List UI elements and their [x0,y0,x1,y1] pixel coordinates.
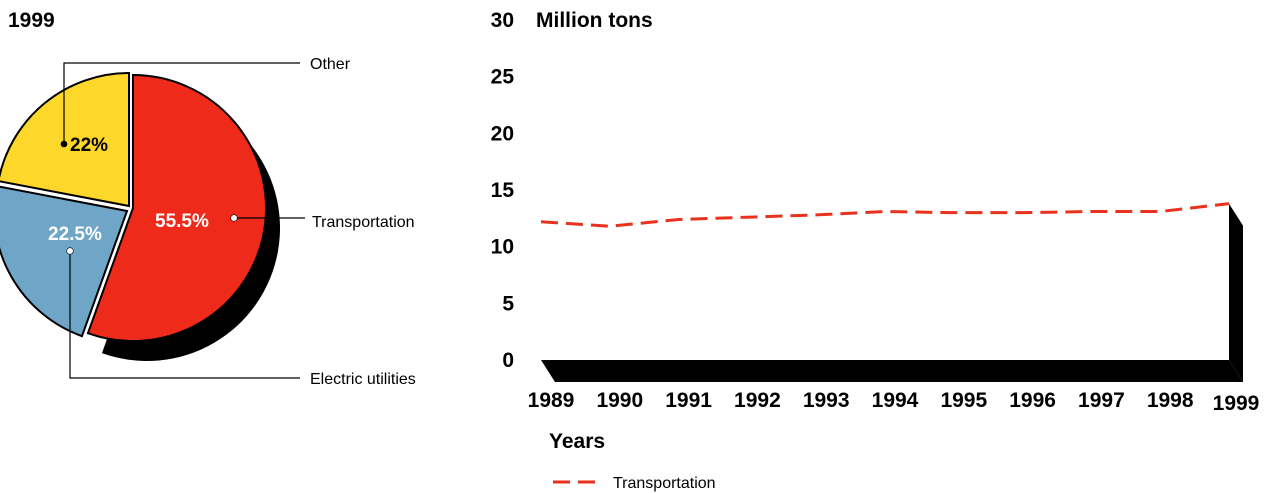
plot-base-3d [541,360,1243,382]
callout-dot-other [60,140,68,148]
pie-value-label-transportation: 55.5% [155,211,209,232]
series-line-transportation [540,202,1230,228]
plot-side-3d [1229,203,1243,382]
y-tick-label: 0 [502,349,514,372]
x-tick-label: 1994 [872,389,919,412]
x-tick-label: 1997 [1078,389,1125,412]
pie-title: 1999 [8,9,55,32]
callout-dot-transportation [230,214,238,222]
legend-label-transportation: Transportation [613,475,716,492]
pie-category-label-other: Other [310,56,351,73]
x-axis-title: Years [549,430,605,453]
x-tick-label: 1998 [1147,389,1194,412]
pie-category-label-electric-utilities: Electric utilities [310,371,416,388]
y-tick-label: 20 [491,122,514,145]
x-tick-label: 1989 [528,389,575,412]
pie-chart: 1999 55.5% Transportation 22.5% Electric ut… [0,9,416,388]
y-tick-label: 5 [502,292,514,315]
x-tick-label: 1990 [596,389,643,412]
y-tick-label: 30 [491,9,514,32]
callout-line-other [63,62,300,144]
x-tick-label: 1992 [734,389,781,412]
x-tick-label: 1993 [803,389,850,412]
x-tick-label: 1995 [940,389,987,412]
callout-line-electric-utilities [69,251,300,379]
x-tick-label: 1999 [1213,392,1260,415]
x-tick-label: 1996 [1009,389,1056,412]
pie-value-label-other: 22% [70,135,108,156]
pie-slice-electric-utilities [0,185,129,338]
x-tick-label: 1991 [665,389,712,412]
legend: Transportation [553,475,716,492]
line-chart: Million tons 0 5 10 15 20 25 30 1989 1990 1991 19… [491,9,1260,492]
y-tick-label: 10 [491,236,514,259]
pie-value-label-electric-utilities: 22.5% [48,224,102,245]
pie-category-label-transportation: Transportation [312,214,415,231]
y-axis-title: Million tons [536,9,653,32]
y-tick-label: 15 [491,179,515,202]
pie-slice-transportation [86,73,267,342]
callout-dot-electric-utilities [66,247,74,255]
y-tick-label: 25 [491,66,515,89]
